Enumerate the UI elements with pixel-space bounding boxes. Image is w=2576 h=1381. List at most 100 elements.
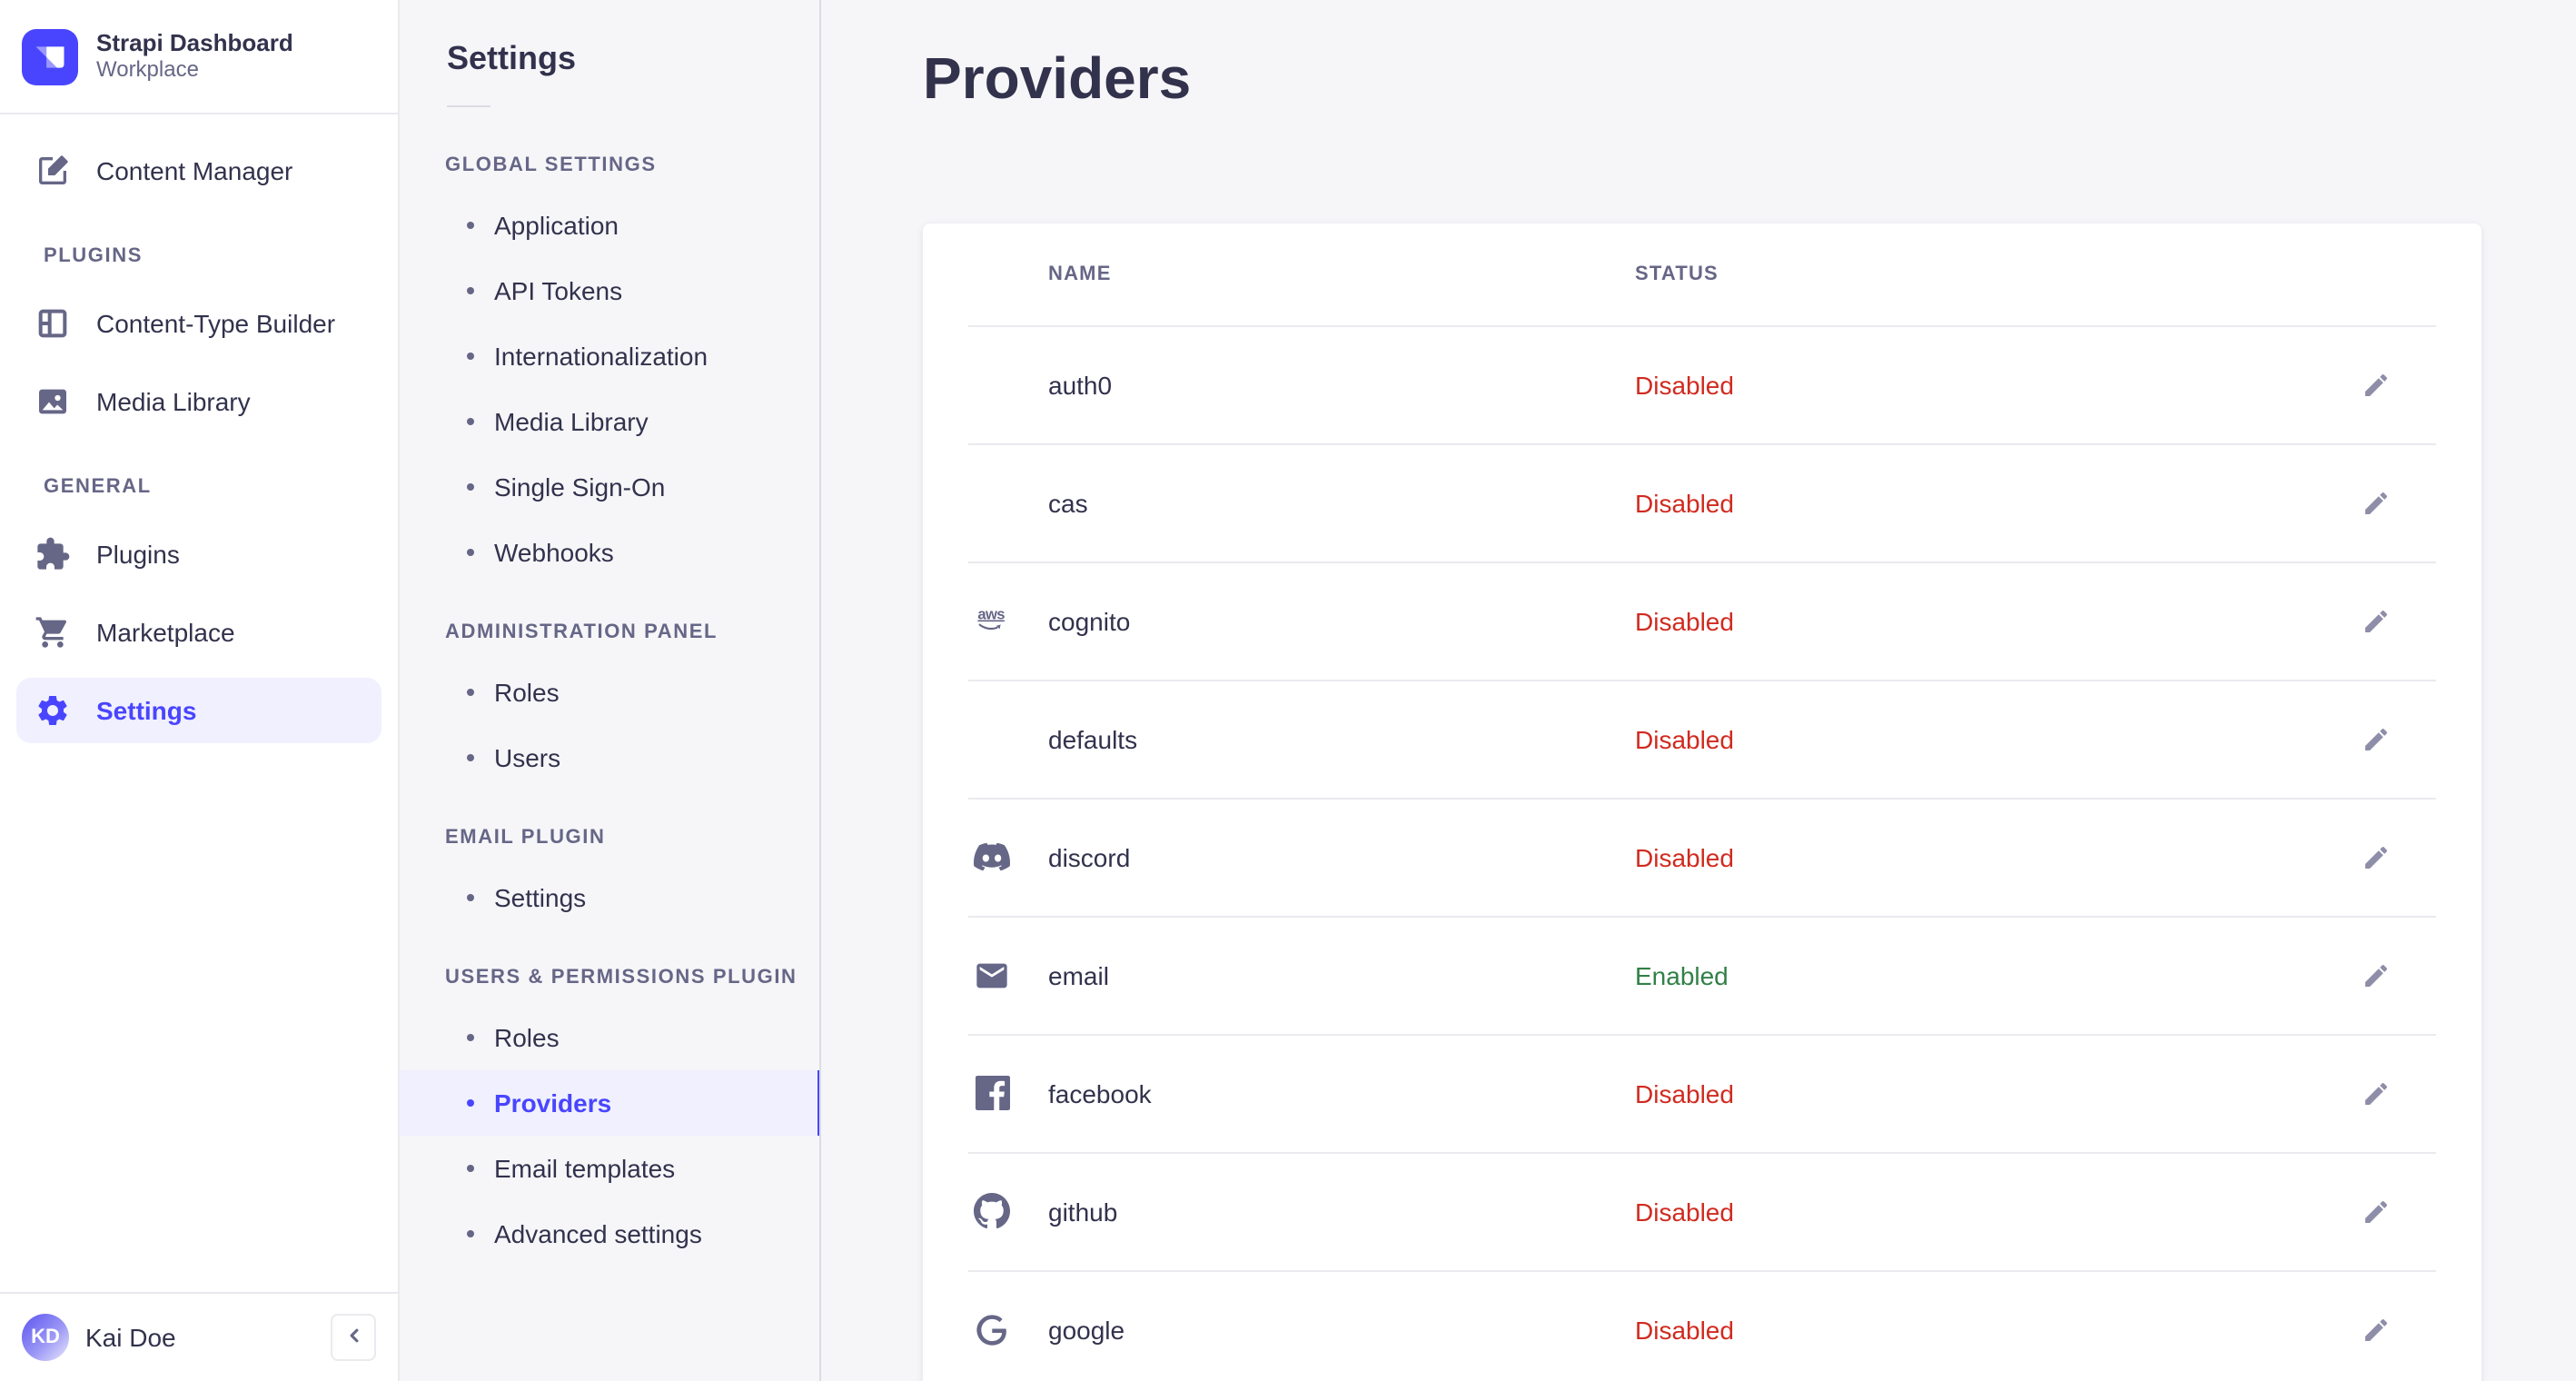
provider-status: Disabled: [1635, 1315, 1734, 1344]
cart-icon: [35, 614, 71, 651]
subnav-item-webhooks[interactable]: Webhooks: [400, 520, 819, 585]
sidebar-section-label-plugins: PLUGINS: [44, 245, 143, 267]
bullet-icon: [467, 353, 474, 360]
sidebar-item-content-type-builder[interactable]: Content-Type Builder: [16, 291, 381, 356]
edit-provider-button[interactable]: [2347, 1300, 2405, 1358]
subnav-section-label: EMAIL PLUGIN: [445, 827, 606, 849]
subnav-item-roles[interactable]: Roles: [400, 1005, 819, 1070]
app-sidebar: Strapi Dashboard Workplace Content Manag…: [0, 0, 400, 1381]
column-header-name: NAME: [1048, 263, 1112, 285]
subnav-item-application[interactable]: Application: [400, 193, 819, 258]
provider-row-cognito[interactable]: aws cognito Disabled: [923, 561, 2482, 680]
subnav-item-api-tokens[interactable]: API Tokens: [400, 258, 819, 323]
bullet-icon: [467, 689, 474, 696]
edit-provider-button[interactable]: [2347, 591, 2405, 650]
subnav-section-label: USERS & PERMISSIONS PLUGIN: [445, 967, 798, 989]
chevron-left-icon: [341, 1322, 366, 1353]
provider-row-discord[interactable]: discord Disabled: [923, 798, 2482, 916]
bullet-icon: [467, 418, 474, 425]
avatar[interactable]: KD: [22, 1314, 69, 1361]
subnav-item-roles[interactable]: Roles: [400, 660, 819, 725]
github-icon: [974, 1193, 1010, 1229]
subnav-section-label: GLOBAL SETTINGS: [445, 154, 657, 176]
provider-name: github: [1048, 1197, 1118, 1226]
subnav-item-providers[interactable]: Providers: [400, 1070, 819, 1136]
subnav-item-advanced-settings[interactable]: Advanced settings: [400, 1201, 819, 1267]
discord-icon: [974, 839, 1010, 875]
subnav-section-administration-panel: ADMINISTRATION PANEL Roles Users: [400, 621, 819, 790]
app-title: Strapi Dashboard: [96, 29, 293, 56]
aws-icon: aws: [974, 602, 1010, 639]
provider-status: Disabled: [1635, 370, 1734, 399]
edit-provider-button[interactable]: [2347, 473, 2405, 532]
strapi-logo-icon: [22, 28, 78, 84]
provider-status: Disabled: [1635, 606, 1734, 635]
edit-provider-button[interactable]: [2347, 1064, 2405, 1122]
subnav-title-divider: [447, 105, 490, 107]
subnav-item-single-sign-on[interactable]: Single Sign-On: [400, 454, 819, 520]
sidebar-top-items: Content Manager: [16, 138, 381, 204]
puzzle-icon: [35, 536, 71, 572]
sidebar-item-marketplace[interactable]: Marketplace: [16, 600, 381, 665]
subnav-item-media-library[interactable]: Media Library: [400, 389, 819, 454]
subnav-section-users-permissions-plugin: USERS & PERMISSIONS PLUGIN Roles Provide…: [400, 967, 819, 1267]
bullet-icon: [467, 1034, 474, 1041]
sidebar-nav: Content Manager PLUGINS Content-Type Bui…: [0, 114, 398, 1292]
settings-subnav: Settings GLOBAL SETTINGS Application API…: [400, 0, 821, 1381]
sidebar-item-plugins[interactable]: Plugins: [16, 522, 381, 587]
provider-row-facebook[interactable]: facebook Disabled: [923, 1034, 2482, 1152]
svg-text:aws: aws: [977, 605, 1005, 622]
column-header-status: STATUS: [1635, 263, 1719, 285]
bullet-icon: [467, 483, 474, 491]
sidebar-item-media-library[interactable]: Media Library: [16, 369, 381, 434]
facebook-icon: [974, 1075, 1010, 1111]
subnav-section-label: ADMINISTRATION PANEL: [445, 621, 718, 643]
provider-row-github[interactable]: github Disabled: [923, 1152, 2482, 1270]
provider-icon-placeholder: [974, 720, 1010, 757]
table-body: auth0 Disabled cas Disabled aws cognito …: [923, 325, 2482, 1381]
user-name: Kai Doe: [85, 1323, 176, 1352]
subnav-item-settings[interactable]: Settings: [400, 865, 819, 930]
google-icon: [974, 1311, 1010, 1347]
edit-provider-button[interactable]: [2347, 1182, 2405, 1240]
sidebar-item-content-manager[interactable]: Content Manager: [16, 138, 381, 204]
table-header: NAME STATUS: [923, 224, 2482, 325]
subnav-section-global-settings: GLOBAL SETTINGS Application API Tokens I…: [400, 154, 819, 585]
bullet-icon: [467, 1099, 474, 1107]
subnav-item-users[interactable]: Users: [400, 725, 819, 790]
edit-provider-button[interactable]: [2347, 828, 2405, 886]
sidebar-item-settings[interactable]: Settings: [16, 678, 381, 743]
provider-row-email[interactable]: email Enabled: [923, 916, 2482, 1034]
content-type-builder-icon: [35, 305, 71, 342]
providers-table-card: NAME STATUS auth0 Disabled cas Disabled …: [923, 224, 2482, 1381]
provider-row-google[interactable]: google Disabled: [923, 1270, 2482, 1381]
provider-name: email: [1048, 960, 1109, 989]
workspace-switcher[interactable]: Strapi Dashboard Workplace: [0, 0, 398, 114]
provider-name: facebook: [1048, 1078, 1152, 1108]
sidebar-sections: PLUGINS Content-Type Builder Media Libra…: [16, 245, 381, 743]
bullet-icon: [467, 549, 474, 556]
provider-row-defaults[interactable]: defaults Disabled: [923, 680, 2482, 798]
bullet-icon: [467, 754, 474, 761]
edit-provider-button[interactable]: [2347, 710, 2405, 768]
provider-name: defaults: [1048, 724, 1138, 753]
sidebar-footer: KD Kai Doe: [0, 1292, 398, 1381]
envelope-icon: [974, 957, 1010, 993]
edit-provider-button[interactable]: [2347, 355, 2405, 413]
provider-row-cas[interactable]: cas Disabled: [923, 443, 2482, 561]
provider-row-auth0[interactable]: auth0 Disabled: [923, 325, 2482, 443]
edit-provider-button[interactable]: [2347, 946, 2405, 1004]
provider-status: Disabled: [1635, 1197, 1734, 1226]
collapse-sidebar-button[interactable]: [331, 1314, 376, 1361]
provider-name: auth0: [1048, 370, 1113, 399]
bullet-icon: [467, 1165, 474, 1172]
media-library-icon: [35, 383, 71, 420]
subnav-sections: GLOBAL SETTINGS Application API Tokens I…: [400, 154, 819, 1267]
subnav-title: Settings: [447, 40, 577, 76]
subnav-item-email-templates[interactable]: Email templates: [400, 1136, 819, 1201]
provider-name: cognito: [1048, 606, 1131, 635]
bullet-icon: [467, 1230, 474, 1237]
gear-icon: [35, 692, 71, 729]
subnav-item-internationalization[interactable]: Internationalization: [400, 323, 819, 389]
